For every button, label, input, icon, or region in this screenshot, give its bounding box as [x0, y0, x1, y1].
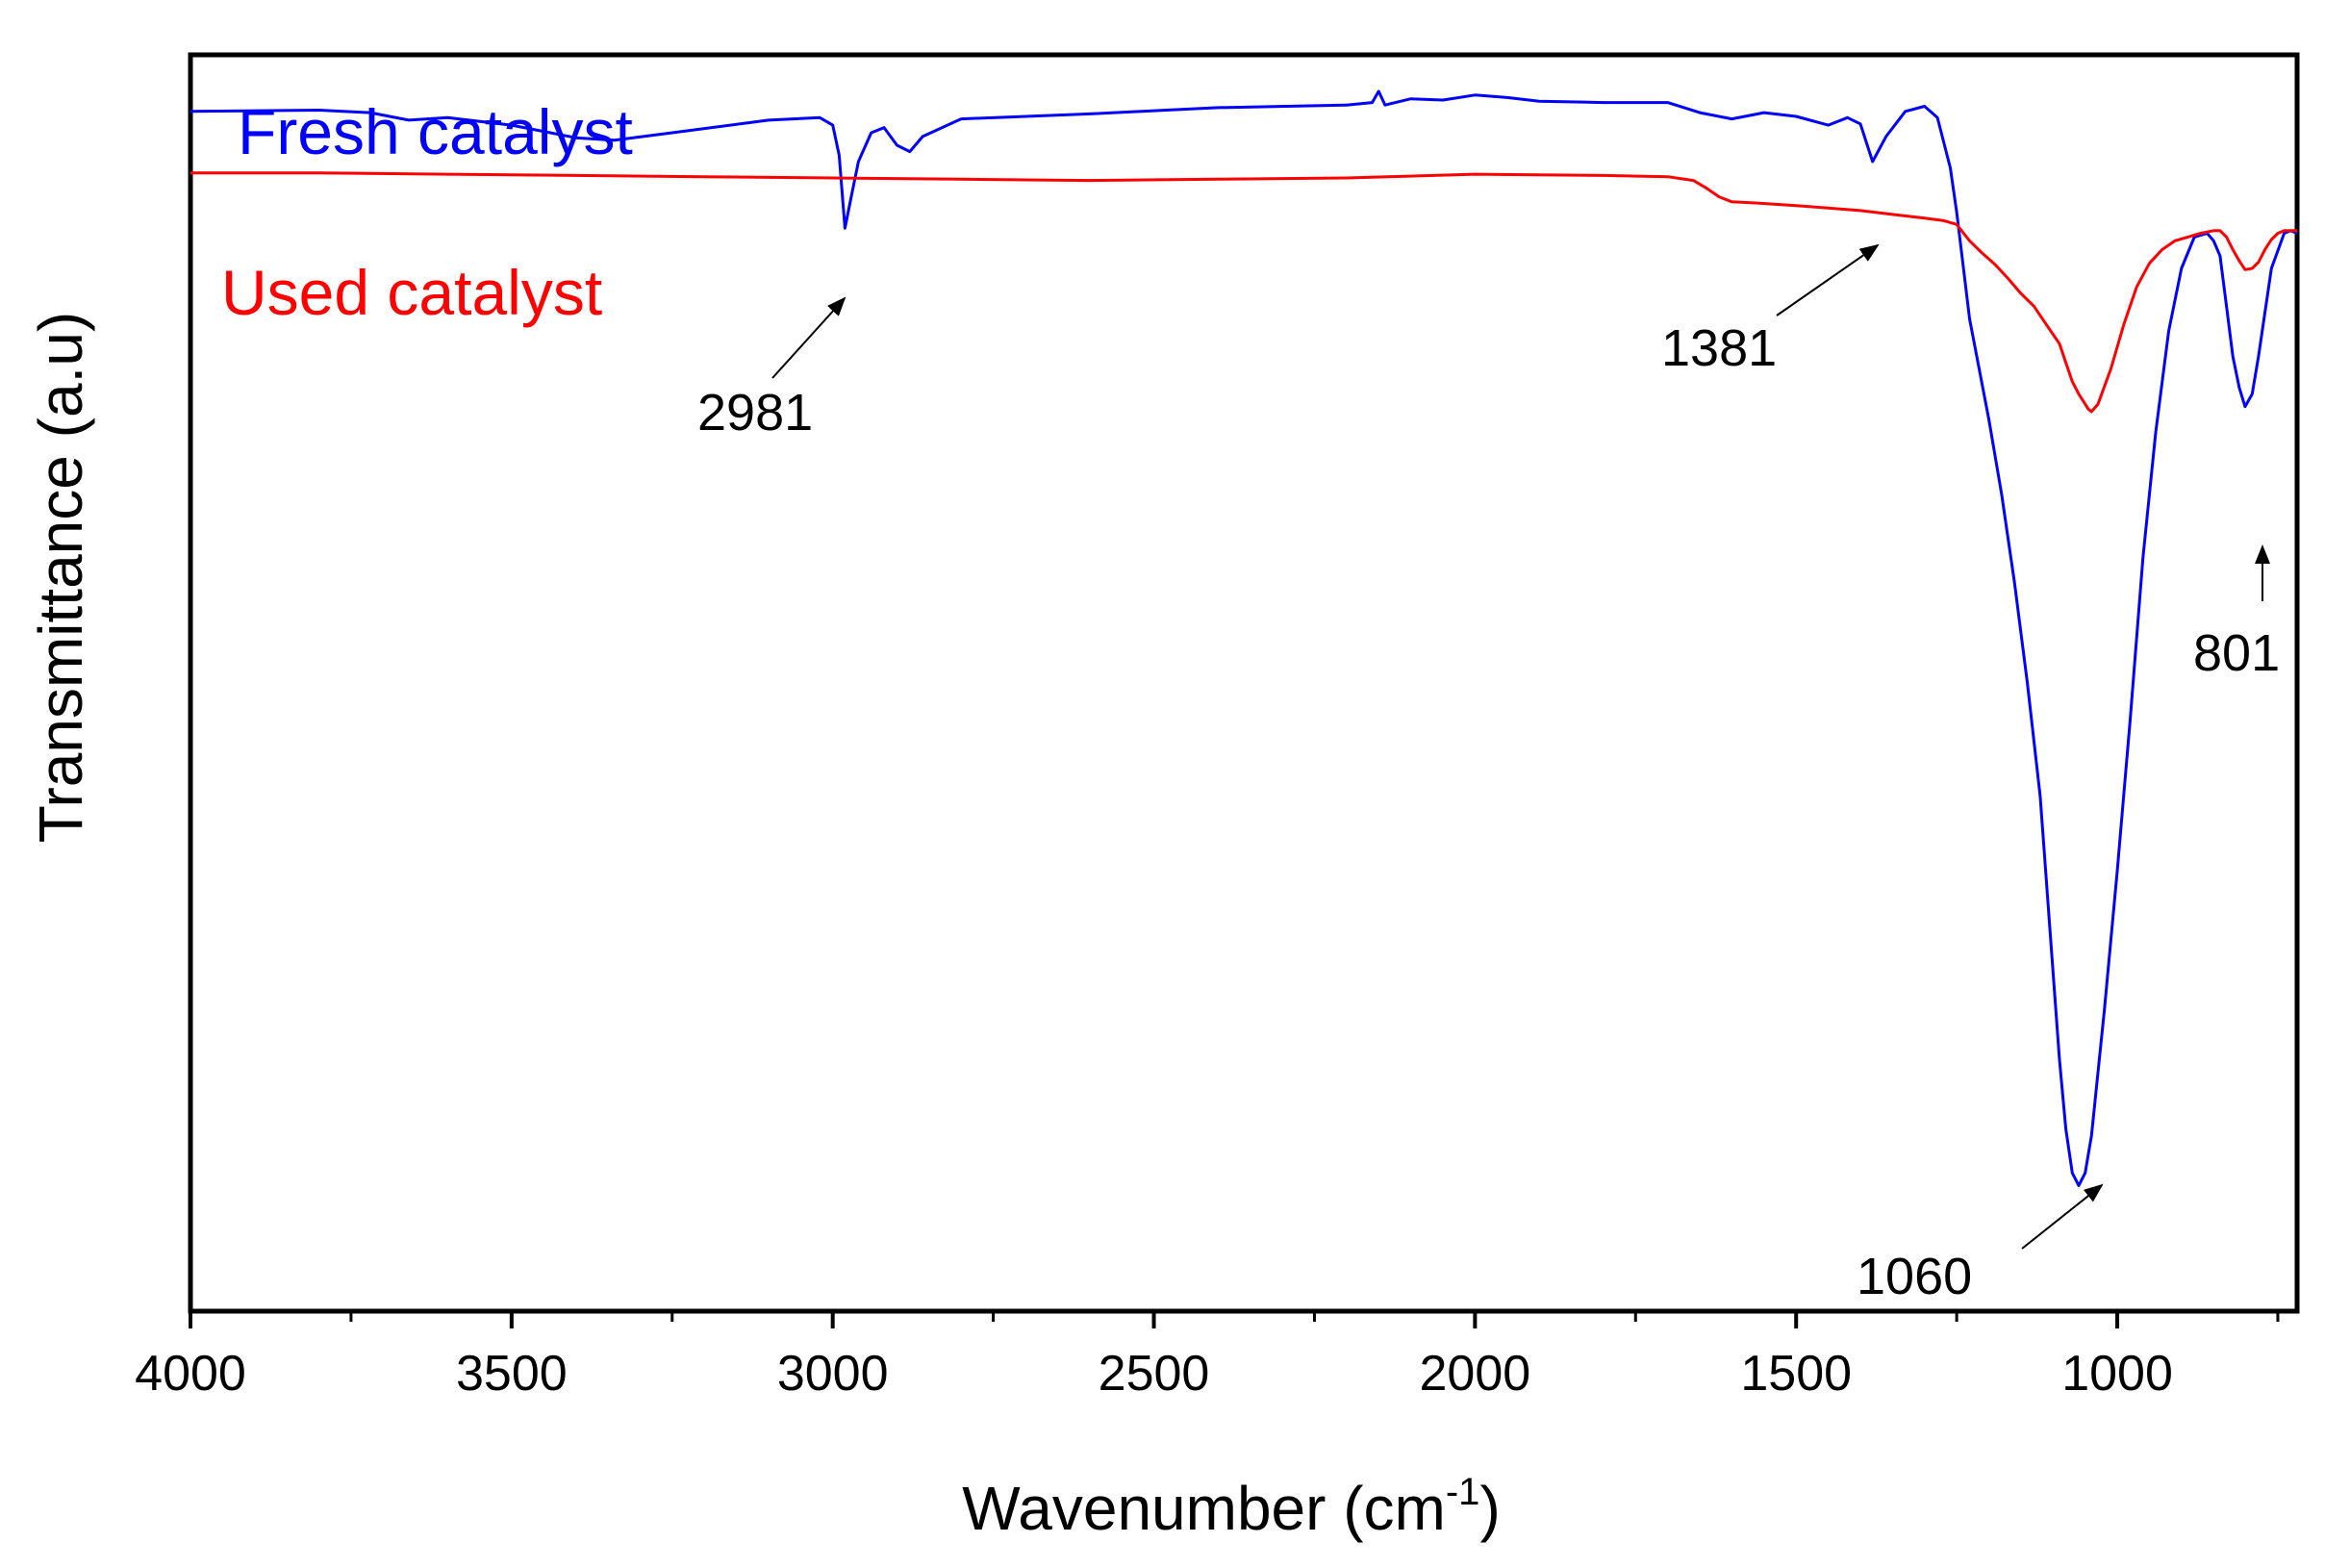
x-axis-tick-labels: 4000 3500 3000 2500 2000 1500 1000 — [135, 1346, 2173, 1402]
x-axis-ticks — [189, 1311, 2280, 1328]
x-tick-label-1500: 1500 — [1740, 1346, 1852, 1402]
legend-used-catalyst: Used catalyst — [221, 257, 602, 328]
x-axis-title-main: Wavenumber (cm — [962, 1474, 1446, 1543]
annotation-arrow-1060 — [2021, 1183, 2104, 1250]
plot-area — [188, 52, 2300, 1314]
series-layer — [190, 89, 2297, 1187]
x-tick-label-2000: 2000 — [1420, 1346, 1531, 1402]
annotation-arrow-1381 — [1776, 243, 1880, 316]
x-tick-label-1000: 1000 — [2061, 1346, 2173, 1402]
legend-fresh-catalyst: Fresh catalyst — [238, 96, 633, 167]
x-axis-title-superscript: -1 — [1446, 1471, 1480, 1513]
series-line-fresh-catalyst — [190, 89, 2297, 1187]
x-tick-label-4000: 4000 — [135, 1346, 246, 1402]
plot-frame — [188, 52, 2300, 1314]
peak-annotations: 2981 1381 1060 801 — [697, 243, 2280, 1305]
y-axis-title: Transmittance (a.u) — [26, 312, 95, 843]
annotation-arrow-2981 — [771, 296, 847, 379]
annotation-label-1060: 1060 — [1857, 1248, 1972, 1305]
annotation-label-1381: 1381 — [1661, 319, 1777, 377]
x-tick-label-2500: 2500 — [1099, 1346, 1210, 1402]
x-axis-title: Wavenumber (cm-1) — [962, 1471, 1501, 1543]
x-tick-label-3000: 3000 — [777, 1346, 889, 1402]
legend: Fresh catalyst Used catalyst — [221, 96, 633, 328]
annotation-label-801: 801 — [2193, 624, 2280, 682]
annotation-label-2981: 2981 — [697, 384, 813, 442]
x-axis-title-close: ) — [1479, 1474, 1500, 1543]
x-tick-label-3500: 3500 — [456, 1346, 568, 1402]
series-line-used-catalyst — [190, 171, 2297, 414]
